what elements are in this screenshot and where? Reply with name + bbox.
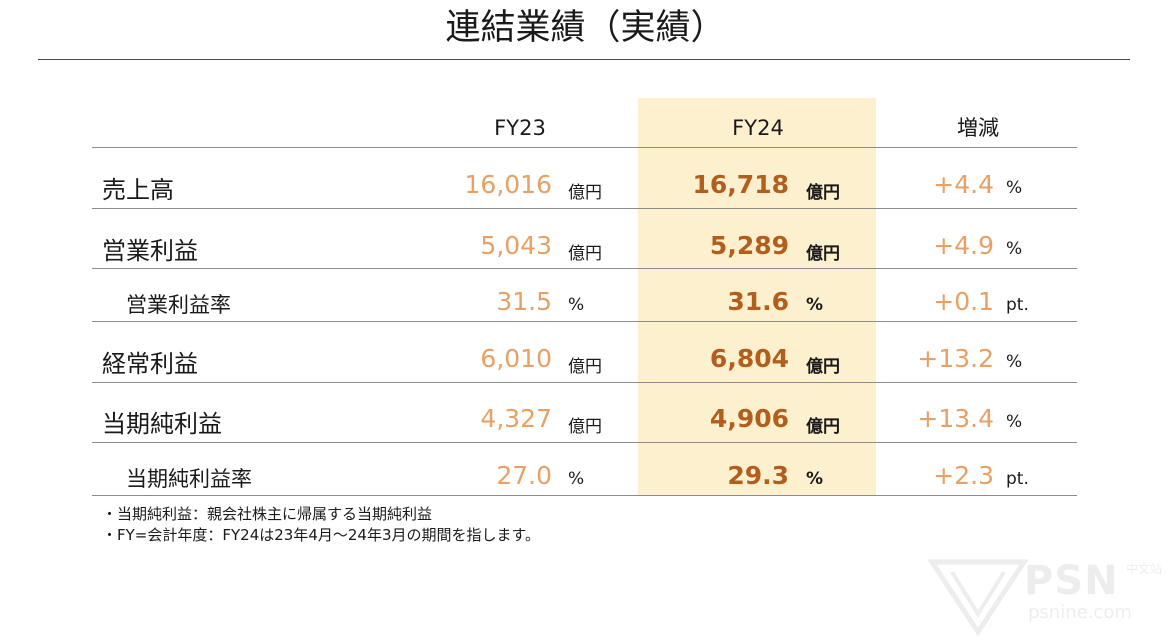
- change-unit: %: [1006, 178, 1023, 198]
- row-divider: [92, 208, 1077, 209]
- row-label: 当期純利益率: [126, 467, 252, 491]
- row-label: 当期純利益: [102, 410, 222, 438]
- change-unit: %: [1006, 412, 1023, 432]
- fy24-unit: 億円: [806, 417, 840, 437]
- change-unit: pt.: [1006, 295, 1029, 315]
- fy23-value: 31.5: [496, 287, 552, 316]
- watermark-domain: psnine.com: [1028, 602, 1132, 623]
- fy23-value: 6,010: [480, 344, 552, 373]
- fy23-unit: 億円: [568, 183, 602, 203]
- watermark-sub: 中文站: [1126, 562, 1163, 576]
- watermark-brand: PSN: [1024, 558, 1119, 604]
- fy23-unit: 億円: [568, 417, 602, 437]
- footnote-net-income: ・当期純利益：親会社株主に帰属する当期純利益: [102, 505, 433, 523]
- fy24-unit: 億円: [806, 357, 840, 377]
- watermark: PSN 中文站 psnine.com: [927, 556, 1164, 637]
- row-divider: [92, 442, 1077, 443]
- row-divider: [92, 382, 1077, 383]
- fy24-highlight-band: [638, 98, 876, 496]
- row-label: 売上高: [102, 176, 174, 204]
- header-rule: [92, 147, 1077, 148]
- column-header-fy24: FY24: [732, 116, 784, 140]
- table-bottom-rule: [92, 495, 1077, 496]
- column-header-change: 増減: [957, 116, 999, 140]
- watermark-logo-icon: [927, 559, 1029, 637]
- fy23-unit: 億円: [568, 357, 602, 377]
- change-value: +2.3: [933, 461, 994, 490]
- fy23-value: 4,327: [480, 404, 552, 433]
- change-value: +13.2: [917, 344, 994, 373]
- change-unit: %: [1006, 352, 1023, 372]
- fy24-value: 4,906: [709, 404, 789, 433]
- column-header-fy23: FY23: [494, 116, 546, 140]
- change-value: +0.1: [933, 287, 994, 316]
- row-label: 営業利益: [102, 237, 198, 265]
- fy24-unit: 億円: [806, 183, 840, 203]
- fy24-value: 29.3: [727, 461, 789, 490]
- change-value: +13.4: [917, 404, 994, 433]
- fy24-value: 6,804: [709, 344, 789, 373]
- fy24-unit: 億円: [806, 244, 840, 264]
- fy23-unit: %: [568, 469, 585, 489]
- change-unit: %: [1006, 239, 1023, 259]
- fy24-value: 16,718: [692, 170, 789, 199]
- fy23-unit: 億円: [568, 244, 602, 264]
- row-divider: [92, 268, 1077, 269]
- fy24-unit: %: [806, 295, 824, 315]
- fy23-value: 27.0: [496, 461, 552, 490]
- change-unit: pt.: [1006, 469, 1029, 489]
- fy23-value: 16,016: [464, 170, 552, 199]
- page-title: 連結業績（実績）: [445, 8, 726, 48]
- fy23-value: 5,043: [480, 231, 552, 260]
- fy23-unit: %: [568, 295, 585, 315]
- change-value: +4.4: [933, 170, 994, 199]
- fy24-unit: %: [806, 469, 824, 489]
- row-label: 経常利益: [102, 350, 198, 378]
- row-label: 営業利益率: [126, 293, 231, 317]
- footnote-fiscal-year: ・FY=会計年度：FY24は23年4月～24年3月の期間を指します。: [102, 526, 540, 544]
- fy24-value: 5,289: [709, 231, 789, 260]
- title-divider: [38, 59, 1130, 60]
- row-divider: [92, 321, 1077, 322]
- change-value: +4.9: [933, 231, 994, 260]
- fy24-value: 31.6: [727, 287, 789, 316]
